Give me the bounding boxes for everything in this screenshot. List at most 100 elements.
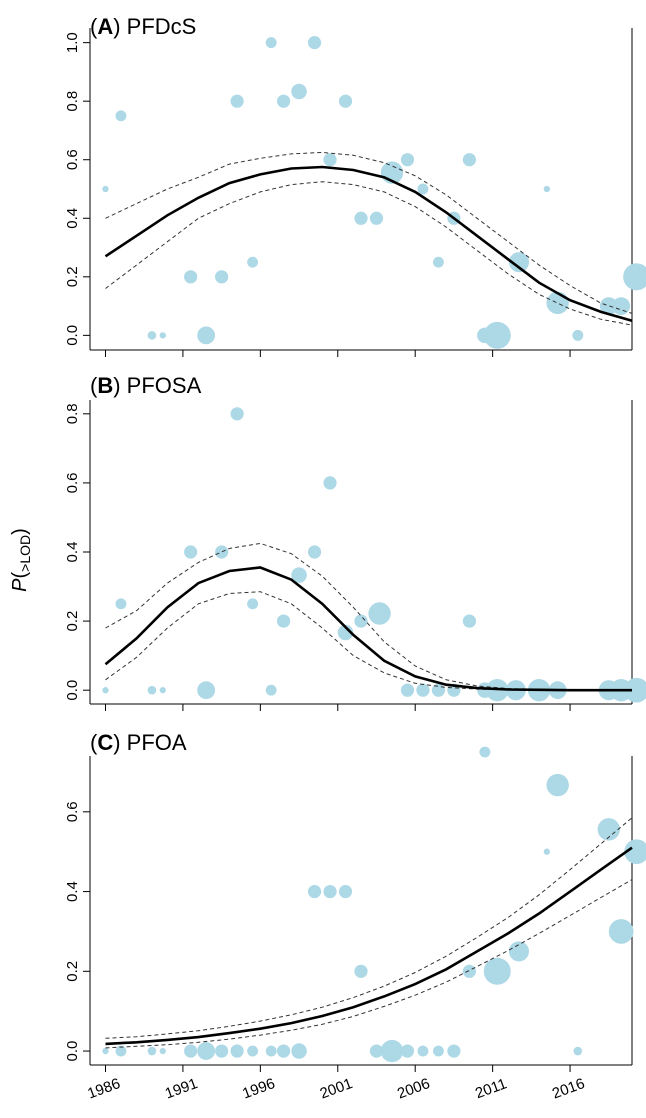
- panel-c: (C) PFOA 0.0 0.2 0.4 0.6 1986 1991 1996 2001 200…: [64, 730, 646, 1102]
- data-point: [400, 153, 415, 167]
- panel-c-title: (C) PFOA: [90, 730, 187, 755]
- data-point: [369, 1044, 384, 1058]
- data-point: [612, 297, 631, 315]
- ci-lower-line: [105, 591, 632, 691]
- data-point: [265, 684, 277, 696]
- data-point: [291, 1043, 307, 1059]
- data-point: [291, 83, 307, 100]
- data-point: [447, 1044, 461, 1058]
- data-point: [543, 185, 550, 193]
- data-point: [184, 270, 198, 284]
- ci-upper-line: [105, 151, 633, 314]
- data-point: [546, 291, 569, 315]
- data-point: [368, 602, 391, 625]
- x-tick-label: 1986: [85, 1075, 122, 1102]
- data-point: [624, 839, 646, 865]
- data-point: [608, 919, 634, 944]
- data-point: [276, 614, 291, 628]
- y-tick-label: 0.2: [64, 266, 81, 287]
- y-tick-label: 0.4: [64, 208, 81, 229]
- fitted-curve: [105, 846, 633, 1046]
- data-point: [543, 848, 550, 855]
- data-point: [400, 683, 415, 697]
- data-point: [215, 270, 229, 284]
- data-point: [276, 94, 291, 108]
- data-point: [115, 1045, 127, 1057]
- data-point: [230, 94, 244, 108]
- data-point: [573, 1046, 583, 1056]
- data-point: [416, 683, 430, 697]
- data-point: [265, 37, 277, 49]
- y-tick-label: 0.2: [64, 961, 81, 982]
- data-point: [417, 1045, 429, 1057]
- data-point: [197, 326, 216, 345]
- panel-b: (B) PFOSA 0.0 0.2 0.4 0.6 0.8: [64, 373, 646, 711]
- data-point: [323, 476, 337, 490]
- data-point: [338, 94, 353, 108]
- data-point: [215, 1044, 229, 1058]
- data-point: [307, 36, 322, 50]
- ci-upper-line: [105, 542, 632, 691]
- data-point: [115, 598, 127, 610]
- data-point: [572, 329, 584, 341]
- data-point: [247, 598, 259, 610]
- data-point: [247, 1045, 259, 1057]
- data-point: [291, 567, 307, 583]
- data-point: [508, 941, 530, 962]
- data-point: [483, 321, 511, 349]
- data-point: [102, 185, 109, 193]
- data-point: [159, 332, 166, 339]
- panel-b-title: (B) PFOSA: [90, 373, 202, 398]
- y-tick-label: 0.0: [64, 1041, 81, 1062]
- data-point: [102, 1047, 109, 1055]
- fitted-curve: [104, 165, 633, 322]
- data-point: [159, 1047, 166, 1055]
- data-point: [479, 746, 491, 758]
- data-point: [431, 683, 446, 697]
- data-point: [230, 407, 244, 421]
- data-point: [400, 1044, 415, 1058]
- y-tick-label: 0.0: [64, 325, 81, 346]
- x-tick-label: 2016: [550, 1075, 587, 1102]
- data-point: [462, 153, 476, 167]
- data-point: [380, 1039, 404, 1063]
- y-tick-label: 0.8: [64, 403, 81, 424]
- panel-a-title: (A) PFDcS: [90, 14, 196, 39]
- ci-lower-line: [105, 879, 633, 1049]
- data-point: [159, 687, 166, 694]
- data-point: [265, 1045, 277, 1057]
- y-tick-label: 0.2: [64, 611, 81, 632]
- data-point: [247, 256, 259, 268]
- data-point: [546, 773, 569, 797]
- data-point: [115, 110, 127, 122]
- data-point: [599, 297, 618, 315]
- data-point: [147, 1046, 157, 1056]
- y-tick-label: 0.0: [64, 680, 81, 701]
- data-point: [230, 1044, 244, 1058]
- data-point: [354, 211, 368, 225]
- data-point: [307, 884, 322, 899]
- x-tick-label: 1996: [240, 1075, 277, 1102]
- data-point: [462, 964, 476, 978]
- y-tick-label: 0.8: [64, 91, 81, 112]
- data-point: [102, 687, 109, 694]
- data-point: [307, 545, 322, 559]
- data-point: [462, 614, 476, 628]
- data-point: [215, 545, 229, 559]
- data-point: [354, 614, 368, 628]
- fitted-curve: [104, 566, 632, 692]
- data-point: [432, 256, 444, 268]
- data-point: [483, 957, 511, 985]
- x-tick-label: 2011: [473, 1075, 509, 1102]
- data-point: [508, 252, 530, 273]
- x-tick-label: 2006: [395, 1075, 432, 1102]
- data-point: [184, 545, 198, 559]
- x-tick-label: 2001: [318, 1075, 355, 1102]
- panel-a: (A) PFDcS 0.0 0.2 0.4 0.6 0.8 1.0: [64, 14, 646, 357]
- shared-y-axis-label: P(>LOD): [9, 528, 33, 592]
- data-point: [597, 818, 620, 841]
- y-tick-label: 0.6: [64, 472, 81, 493]
- data-point: [624, 677, 646, 703]
- data-point: [323, 153, 337, 167]
